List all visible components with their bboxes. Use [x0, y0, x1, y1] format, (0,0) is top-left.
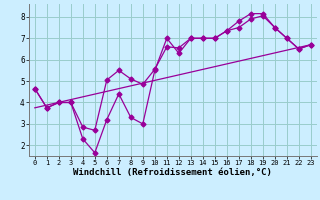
- X-axis label: Windchill (Refroidissement éolien,°C): Windchill (Refroidissement éolien,°C): [73, 168, 272, 177]
